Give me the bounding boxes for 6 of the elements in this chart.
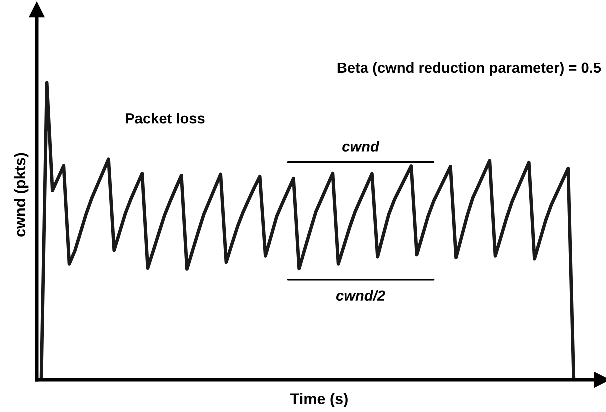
x-axis-title: Time (s) [290,393,348,408]
annotation: Packet loss [126,113,205,124]
chart-title: Beta (cwnd reduction parameter) = 0.5 [338,62,602,76]
annotation: cwnd/2 [336,290,386,302]
annotation: cwnd [342,141,380,152]
y-axis-title: cwnd (pkts) [14,153,29,237]
